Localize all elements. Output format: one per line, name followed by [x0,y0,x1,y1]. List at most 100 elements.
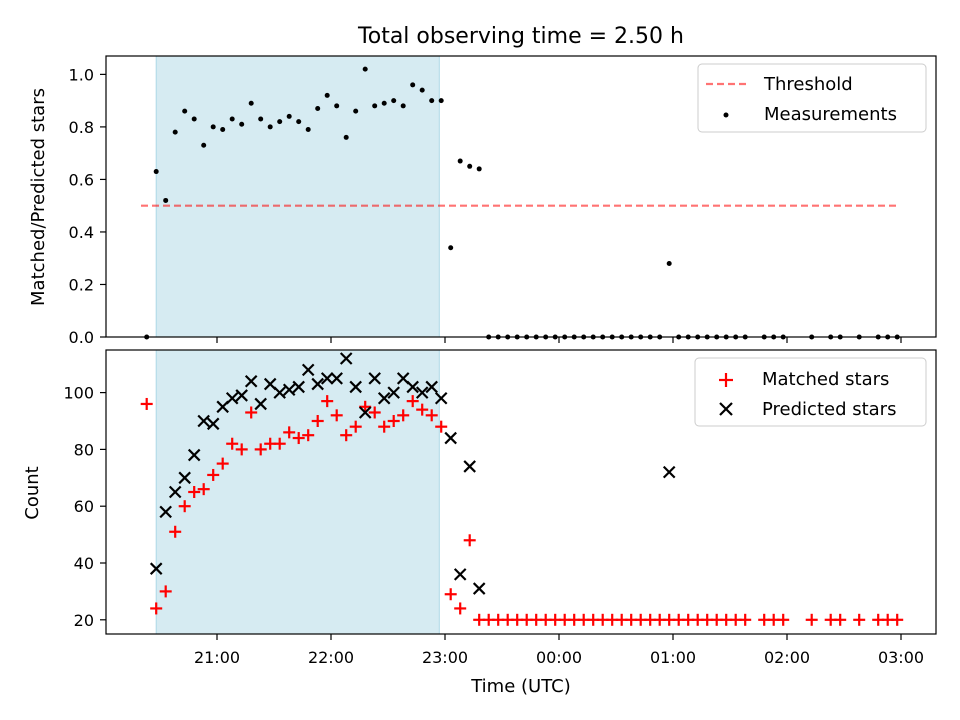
predicted-star-point [273,386,286,399]
predicted-star-point [311,377,324,391]
measurement-point [267,124,273,130]
bottom-legend: Matched stars Predicted stars [694,357,927,427]
matched-star-point [188,486,201,498]
matched-star-point [805,613,818,626]
matched-star-point [245,406,258,419]
legend-measurements-swatch [723,112,729,118]
measurement-point [296,119,302,125]
matched-star-point [321,395,334,408]
matched-star-point [197,483,210,496]
matched-star-point [368,406,381,419]
measurement-point [220,127,226,133]
y-tick-label: 60 [74,497,94,516]
matched-star-point [444,588,457,601]
matched-star-point [454,602,467,615]
predicted-star-point [444,431,457,445]
top-x-ticks [216,337,902,343]
measurement-point [353,108,359,114]
predicted-star-point [159,505,172,519]
bottom-y-axis-label: Count [22,466,43,519]
top-highlight-span [155,55,440,338]
top-panel: 0.0 0.2 0.4 0.6 0.8 1.0 Matched/Predicted sta… [28,55,937,347]
measurement-point [438,98,444,104]
matched-star-point [283,426,296,439]
legend-measurements-label: Measurements [764,104,897,125]
predicted-star-point [244,374,258,388]
matched-star-point [159,585,172,598]
predicted-star-point [406,380,419,394]
measurement-point [229,116,235,122]
matched-star-point [207,468,220,481]
predicted-star-point [282,383,296,397]
measurement-point [210,124,216,130]
y-tick-label: 1.0 [69,65,94,84]
bottom-legend-box [694,357,927,427]
measurement-point [410,82,416,88]
measurement-point [239,121,245,127]
matched-star-point [302,429,315,442]
matched-star-point [397,409,410,422]
measurement-point [419,87,425,93]
predicted-star-point [463,460,476,473]
matched-star-point [292,432,305,445]
x-tick-label: 02:00 [764,648,810,667]
predicted-star-point [149,562,163,575]
predicted-star-point [197,414,210,428]
top-y-axis-label: Matched/Predicted stars [28,88,49,306]
y-tick-label: 80 [74,440,94,459]
measurement-point [372,103,378,109]
top-y-ticks: 0.0 0.2 0.4 0.6 0.8 1.0 [69,65,106,347]
matched-star-point [853,613,866,626]
measurement-point [476,166,482,172]
measurement-point [400,103,406,109]
measurement-point [258,116,264,122]
y-tick-label: 0.0 [69,328,94,347]
predicted-star-point [415,386,429,399]
matched-star-point [387,415,400,427]
predicted-stars-series [149,352,676,595]
matched-star-point [254,443,267,456]
predicted-star-point [292,380,305,394]
predicted-star-point [187,448,201,462]
y-tick-label: 0.2 [69,275,94,294]
matched-star-point [349,420,362,433]
predicted-star-point [330,372,343,385]
matched-star-point [340,429,353,442]
y-tick-label: 0.6 [69,170,94,189]
top-axes-frame [105,55,937,338]
y-tick-label: 100 [63,384,94,403]
predicted-star-point [225,392,239,405]
measurement-point [381,100,387,106]
predicted-star-point [387,386,400,399]
matched-star-point [406,395,419,408]
matched-star-point [359,400,372,413]
predicted-star-point [168,485,182,499]
y-tick-label: 40 [74,554,94,573]
measurement-point [334,103,340,109]
chart-title: Total observing time = 2.50 h [357,24,684,49]
matched-star-point [273,437,286,450]
matched-star-point [226,437,239,450]
bottom-y-ticks: 20 40 60 80 100 [63,384,106,630]
x-axis-label: Time (UTC) [470,676,571,697]
matched-star-point [834,613,847,626]
predicted-star-point [254,397,267,411]
predicted-star-point [301,363,315,377]
predicted-star-point [320,372,334,385]
predicted-star-point [425,380,438,394]
bottom-x-ticks: 21:00 22:00 23:00 00:00 01:00 02:00 03:00 [194,634,924,667]
measurement-point [248,100,254,106]
legend-predicted-label: Predicted stars [762,399,896,420]
measurement-point [391,98,397,104]
matched-star-point [216,457,229,470]
measurement-point [201,142,207,148]
predicted-star-point [368,372,381,385]
measurement-point [315,106,321,112]
measurement-point [324,92,330,98]
predicted-star-point [662,465,676,479]
matched-stars-series [140,395,904,626]
measurement-point [163,197,169,203]
predicted-star-point [453,568,467,581]
x-tick-label: 22:00 [308,648,354,667]
